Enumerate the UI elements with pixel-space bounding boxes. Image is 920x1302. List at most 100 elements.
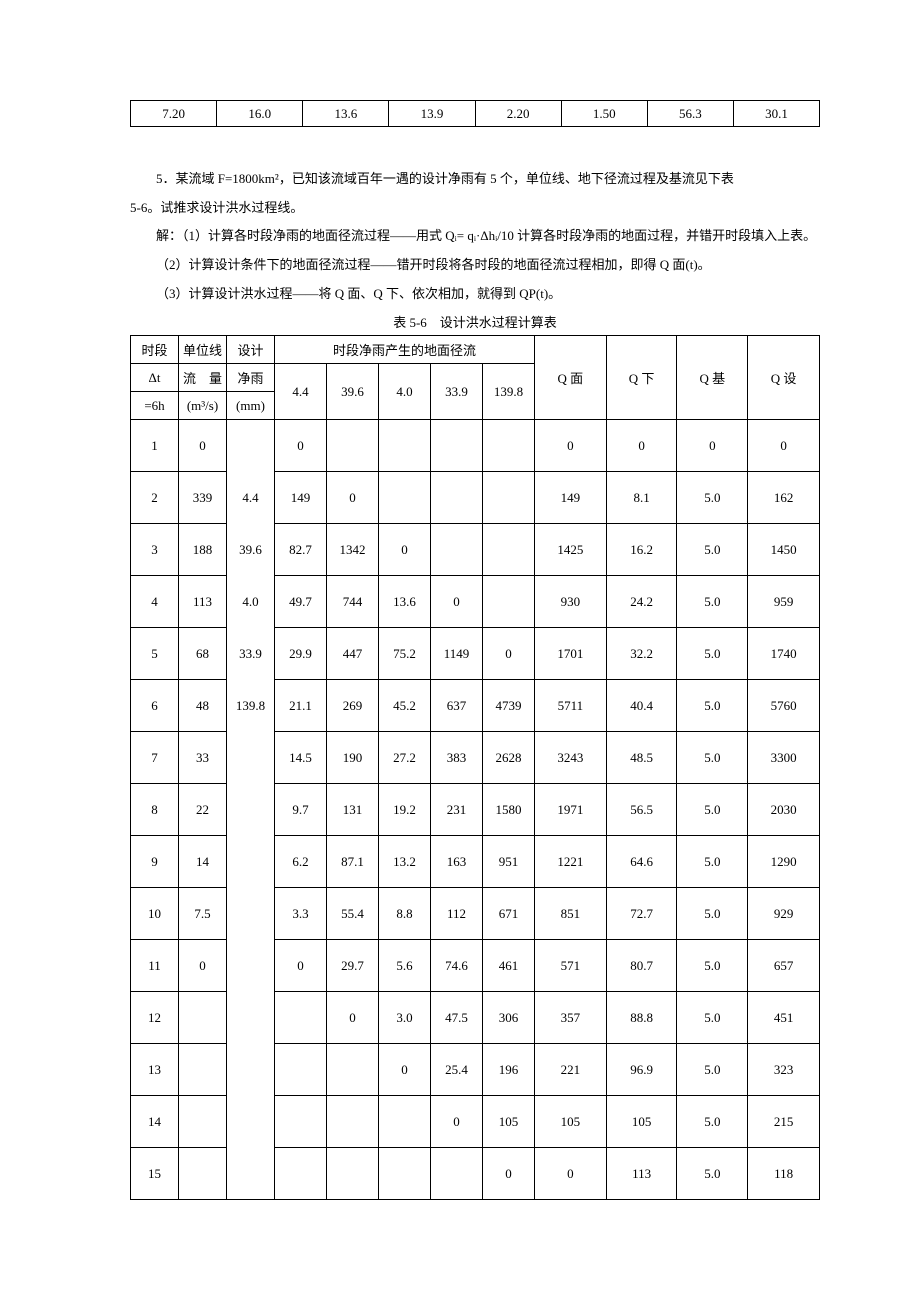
cell	[179, 992, 227, 1044]
cell: 951	[483, 836, 535, 888]
cell: 56.3	[647, 101, 733, 127]
cell: 5.0	[677, 992, 748, 1044]
cell	[327, 1096, 379, 1148]
cell	[275, 1096, 327, 1148]
cell: 21.1	[275, 680, 327, 732]
cell: 1342	[327, 524, 379, 576]
cell	[179, 1148, 227, 1200]
cell: 269	[327, 680, 379, 732]
cell	[227, 732, 275, 1200]
hdr-time-2: Δt	[131, 364, 179, 392]
cell: 68	[179, 628, 227, 680]
cell: 48	[179, 680, 227, 732]
cell: 80.7	[606, 940, 677, 992]
cell: 16.0	[217, 101, 303, 127]
cell: 64.6	[606, 836, 677, 888]
table-row: 56833.929.944775.211490170132.25.01740	[131, 628, 820, 680]
cell: 0	[379, 524, 431, 576]
cell: 451	[748, 992, 820, 1044]
cell: 5.0	[677, 836, 748, 888]
cell: 0	[483, 628, 535, 680]
cell: 5.0	[677, 524, 748, 576]
cell: 13.2	[379, 836, 431, 888]
cell: 105	[535, 1096, 607, 1148]
cell: 4.0	[227, 576, 275, 628]
hdr-rain: 设计	[227, 336, 275, 364]
hdr-rain-2: 净雨	[227, 364, 275, 392]
cell: 33.9	[227, 628, 275, 680]
cell: 4.4	[227, 472, 275, 524]
cell: 162	[748, 472, 820, 524]
cell: 2030	[748, 784, 820, 836]
cell: 7.5	[179, 888, 227, 940]
cell: 0	[327, 992, 379, 1044]
cell: 2628	[483, 732, 535, 784]
cell: 0	[275, 420, 327, 472]
cell	[483, 472, 535, 524]
cell: 32.2	[606, 628, 677, 680]
cell: 113	[179, 576, 227, 628]
cell: 5.0	[677, 732, 748, 784]
cell: 149	[275, 472, 327, 524]
cell: 40.4	[606, 680, 677, 732]
cell	[431, 472, 483, 524]
cell: 8	[131, 784, 179, 836]
cell: 190	[327, 732, 379, 784]
cell: 29.9	[275, 628, 327, 680]
design-flood-table: 时段 单位线 设计 时段净雨产生的地面径流 Q 面 Q 下 Q 基 Q 设 Δt…	[130, 335, 820, 1200]
cell: 657	[748, 940, 820, 992]
hdr-time-3: =6h	[131, 392, 179, 420]
cell: 231	[431, 784, 483, 836]
cell	[483, 576, 535, 628]
cell: 0	[327, 472, 379, 524]
cell: 14.5	[275, 732, 327, 784]
cell: 74.6	[431, 940, 483, 992]
cell: 0	[535, 1148, 607, 1200]
table-row: 648139.821.126945.26374739571140.45.0576…	[131, 680, 820, 732]
cell: 323	[748, 1044, 820, 1096]
cell: 55.4	[327, 888, 379, 940]
cell: 105	[606, 1096, 677, 1148]
cell: 1450	[748, 524, 820, 576]
cell: 2.20	[475, 101, 561, 127]
cell: 1	[131, 420, 179, 472]
table-row: 41134.049.774413.6093024.25.0959	[131, 576, 820, 628]
cell	[179, 1044, 227, 1096]
cell: 744	[327, 576, 379, 628]
cell: 72.7	[606, 888, 677, 940]
hdr-runoff-title: 时段净雨产生的地面径流	[275, 336, 535, 364]
cell: 339	[179, 472, 227, 524]
cell: 1290	[748, 836, 820, 888]
cell: 2	[131, 472, 179, 524]
cell: 22	[179, 784, 227, 836]
cell: 5.0	[677, 628, 748, 680]
cell	[227, 420, 275, 472]
hdr-v2: 39.6	[327, 364, 379, 420]
cell: 0	[677, 420, 748, 472]
cell	[275, 1044, 327, 1096]
cell: 5.0	[677, 888, 748, 940]
cell: 149	[535, 472, 607, 524]
cell: 8.8	[379, 888, 431, 940]
cell: 5.0	[677, 784, 748, 836]
cell: 1221	[535, 836, 607, 888]
cell: 29.7	[327, 940, 379, 992]
cell: 1580	[483, 784, 535, 836]
cell	[483, 524, 535, 576]
cell: 5.0	[677, 1148, 748, 1200]
cell: 88.8	[606, 992, 677, 1044]
cell: 6	[131, 680, 179, 732]
cell: 959	[748, 576, 820, 628]
hdr-v5: 139.8	[483, 364, 535, 420]
cell: 0	[748, 420, 820, 472]
cell	[275, 1148, 327, 1200]
cell: 118	[748, 1148, 820, 1200]
cell: 9.7	[275, 784, 327, 836]
cell	[431, 1148, 483, 1200]
cell: 5.0	[677, 940, 748, 992]
cell: 33	[179, 732, 227, 784]
cell: 0	[179, 420, 227, 472]
cell: 0	[179, 940, 227, 992]
cell: 13	[131, 1044, 179, 1096]
cell: 671	[483, 888, 535, 940]
